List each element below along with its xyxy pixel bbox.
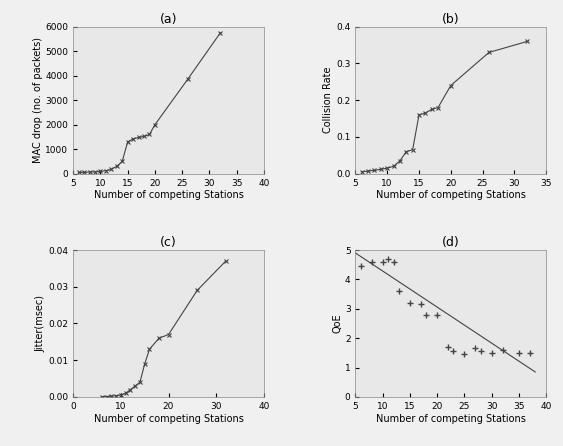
Point xyxy=(422,311,431,318)
Point xyxy=(395,288,404,295)
X-axis label: Number of competing Stations: Number of competing Stations xyxy=(376,413,526,424)
Point xyxy=(383,255,392,262)
Y-axis label: Jitter(msec): Jitter(msec) xyxy=(35,295,46,352)
Point xyxy=(356,263,365,270)
Title: (a): (a) xyxy=(160,12,177,25)
Point xyxy=(471,345,480,352)
Point xyxy=(367,258,376,265)
Title: (b): (b) xyxy=(442,12,459,25)
Title: (c): (c) xyxy=(160,236,177,249)
Point xyxy=(476,348,485,355)
Point xyxy=(416,301,425,308)
Y-axis label: MAC drop (no. of packets): MAC drop (no. of packets) xyxy=(33,37,43,163)
Point xyxy=(449,348,458,355)
Point xyxy=(515,349,524,356)
X-axis label: Number of competing Stations: Number of competing Stations xyxy=(93,190,243,200)
Point xyxy=(460,351,469,358)
Point xyxy=(525,349,534,356)
Point xyxy=(378,258,387,265)
Y-axis label: QoE: QoE xyxy=(332,314,342,333)
Point xyxy=(498,347,507,354)
Title: (d): (d) xyxy=(442,236,459,249)
X-axis label: Number of competing Stations: Number of competing Stations xyxy=(93,413,243,424)
Point xyxy=(405,299,414,306)
Point xyxy=(389,258,398,265)
Point xyxy=(444,343,453,351)
Y-axis label: Collision Rate: Collision Rate xyxy=(323,67,333,133)
X-axis label: Number of competing Stations: Number of competing Stations xyxy=(376,190,526,200)
Point xyxy=(432,311,441,318)
Point xyxy=(487,349,496,356)
